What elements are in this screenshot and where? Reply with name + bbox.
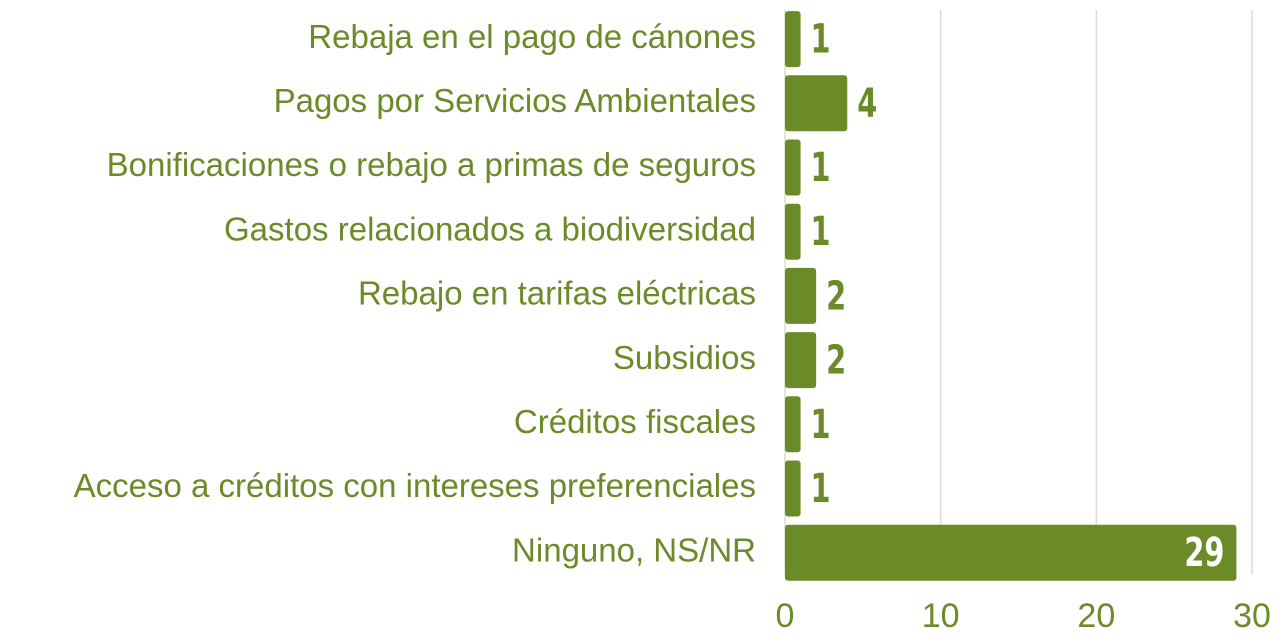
x-tick-label: 20 [1077, 597, 1115, 635]
category-label: Rebaja en el pago de cánones [308, 18, 756, 55]
bar [785, 332, 817, 389]
data-label: 2 [826, 274, 846, 320]
data-label: 1 [811, 210, 831, 256]
x-tick-label: 30 [1233, 597, 1271, 635]
bar [785, 267, 817, 324]
bar [785, 396, 801, 453]
category-label: Pagos por Servicios Ambientales [274, 82, 756, 119]
data-label: 2 [826, 338, 846, 384]
bar [785, 75, 848, 132]
data-label: 1 [811, 402, 831, 448]
category-label: Rebajo en tarifas eléctricas [358, 275, 756, 312]
data-label: 1 [811, 466, 831, 512]
category-label: Ninguno, NS/NR [512, 531, 756, 568]
bar [785, 460, 801, 517]
bar [785, 139, 801, 196]
bar [785, 11, 801, 68]
x-tick-label: 10 [922, 597, 960, 635]
category-label: Acceso a créditos con intereses preferen… [74, 467, 756, 504]
data-label: 29 [1184, 531, 1224, 577]
bar [785, 203, 801, 260]
x-tick-label: 0 [776, 597, 795, 635]
bar [785, 524, 1237, 581]
data-label: 1 [811, 145, 831, 191]
data-label: 1 [811, 17, 831, 63]
category-label: Bonificaciones o rebajo a primas de segu… [107, 146, 756, 183]
data-label: 4 [857, 81, 877, 127]
category-label: Créditos fiscales [514, 403, 756, 440]
category-label: Gastos relacionados a biodiversidad [224, 210, 756, 247]
category-label: Subsidios [613, 339, 756, 376]
